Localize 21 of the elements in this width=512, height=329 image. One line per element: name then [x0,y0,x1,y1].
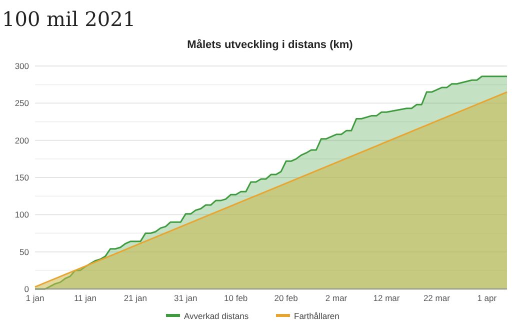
x-tick-label: 10 feb [224,293,248,303]
x-tick-label: 20 feb [274,293,298,303]
y-tick-label: 50 [20,246,30,257]
legend-label: Avverkad distans [184,310,249,321]
y-tick-label: 250 [14,98,30,108]
x-tick-label: 22 mar [423,293,450,303]
y-tick-label: 300 [14,60,30,71]
legend-label: Farthållaren [294,310,340,321]
x-tick-label: 2 mar [325,293,348,303]
x-tick-label: 31 jan [174,293,198,303]
chart-title: 100 mil 2021 [2,7,136,31]
x-tick-label: 1 apr [477,293,497,303]
y-tick-label: 100 [14,210,30,220]
x-tick-label: 12 mar [373,293,400,303]
y-tick-label: 0 [24,284,30,294]
x-tick-label: 11 jan [74,293,97,303]
chart-subtitle: Målets utveckling i distans (km) [187,38,354,51]
x-tick-label: 21 jan [124,293,148,303]
y-tick-label: 150 [14,172,30,182]
x-tick-label: 1 jan [26,293,44,303]
y-tick-label: 200 [14,135,30,146]
